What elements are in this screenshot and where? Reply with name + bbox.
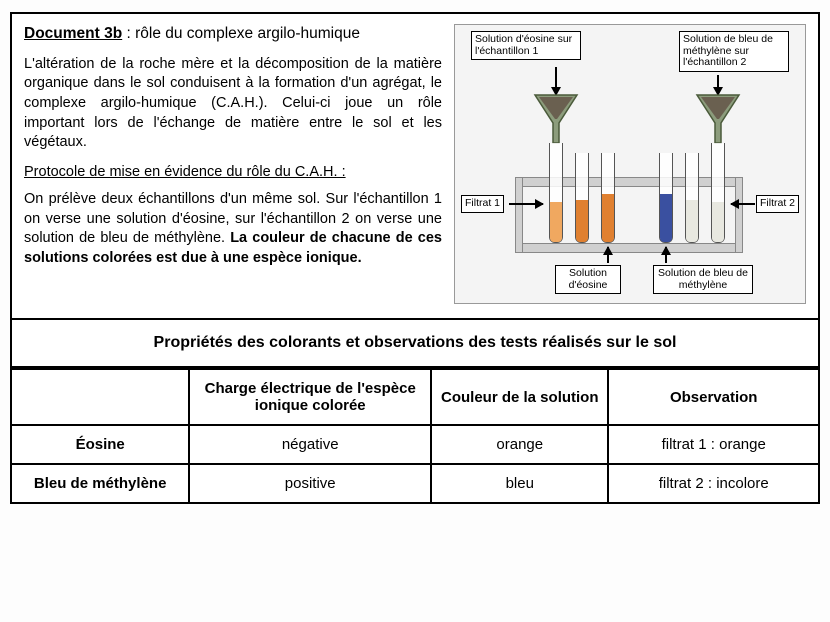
label-bleu-top: Solution de bleu de méthylène sur l'écha… — [679, 31, 789, 72]
th-couleur: Couleur de la solution — [431, 369, 608, 425]
experiment-diagram: Solution d'éosine sur l'échantillon 1 So… — [454, 24, 806, 304]
top-section: Document 3b : rôle du complexe argilo-hu… — [12, 14, 818, 320]
th-charge: Charge électrique de l'espèce ionique co… — [189, 369, 431, 425]
funnel-icon — [695, 93, 741, 145]
row-name-eosine: Éosine — [12, 425, 189, 464]
test-tube-filtrat2 — [685, 153, 699, 243]
document-box: Document 3b : rôle du complexe argilo-hu… — [10, 12, 820, 504]
cell-couleur: bleu — [431, 464, 608, 502]
table-row: Éosine négative orange filtrat 1 : orang… — [12, 425, 818, 464]
label-solution-bleu: Solution de bleu de méthylène — [653, 265, 753, 294]
diagram-column: Solution d'éosine sur l'échantillon 1 So… — [454, 24, 806, 304]
rack-leg — [735, 177, 743, 253]
text-column: Document 3b : rôle du complexe argilo-hu… — [24, 24, 442, 304]
row-name-bleu: Bleu de méthylène — [12, 464, 189, 502]
paragraph-2: On prélève deux échantillons d'un même s… — [24, 190, 442, 268]
arrow-icon — [607, 247, 609, 263]
test-tube — [549, 143, 563, 243]
cell-charge: négative — [189, 425, 431, 464]
properties-table: Charge électrique de l'espèce ionique co… — [12, 368, 818, 502]
th-observation: Observation — [608, 369, 818, 425]
table-row: Bleu de méthylène positive bleu filtrat … — [12, 464, 818, 502]
table-header-row: Charge électrique de l'espèce ionique co… — [12, 369, 818, 425]
rack-base — [515, 243, 743, 253]
table-caption: Propriétés des colorants et observations… — [12, 320, 818, 368]
page: Document 3b : rôle du complexe argilo-hu… — [0, 0, 830, 622]
th-blank — [12, 369, 189, 425]
arrow-icon — [665, 247, 667, 263]
paragraph-1: L'altération de la roche mère et la déco… — [24, 55, 442, 153]
protocol-heading: Protocole de mise en évidence du rôle du… — [24, 163, 442, 183]
arrow-icon — [731, 203, 755, 205]
test-tube-eosine — [601, 153, 615, 243]
rack-leg — [515, 177, 523, 253]
label-eosine-top: Solution d'éosine sur l'échantillon 1 — [471, 31, 581, 60]
test-tube-filtrat1 — [575, 153, 589, 243]
label-filtrat1: Filtrat 1 — [461, 195, 504, 213]
document-label: Document 3b — [24, 25, 122, 42]
document-title-line: Document 3b : rôle du complexe argilo-hu… — [24, 24, 442, 45]
label-filtrat2: Filtrat 2 — [756, 195, 799, 213]
cell-observation: filtrat 2 : incolore — [608, 464, 818, 502]
cell-couleur: orange — [431, 425, 608, 464]
test-tube — [711, 143, 725, 243]
arrow-icon — [555, 67, 557, 95]
cell-charge: positive — [189, 464, 431, 502]
label-solution-eosine: Solution d'éosine — [555, 265, 621, 294]
document-title-rest: : rôle du complexe argilo-humique — [122, 25, 360, 42]
test-tube-bleu — [659, 153, 673, 243]
funnel-icon — [533, 93, 579, 145]
arrow-icon — [717, 75, 719, 95]
cell-observation: filtrat 1 : orange — [608, 425, 818, 464]
arrow-icon — [509, 203, 543, 205]
